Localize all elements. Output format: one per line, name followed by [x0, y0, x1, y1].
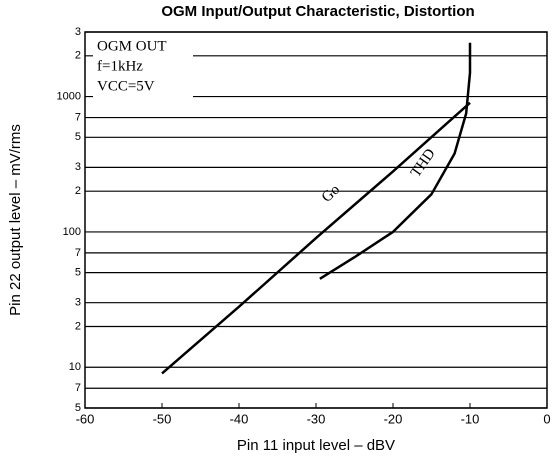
y-tick-label: 5 [75, 131, 81, 143]
x-tick-label: -40 [230, 411, 249, 426]
y-tick-label: 5 [75, 267, 81, 279]
y-axis-label: Pin 22 output level – mV/rms [7, 124, 24, 316]
y-tick-label: 7 [75, 247, 81, 259]
y-tick-label: 1000 [57, 90, 81, 102]
series-label: THD [408, 146, 439, 181]
x-tick-label: -60 [76, 411, 95, 426]
y-tick-label: 2 [75, 320, 81, 332]
annotation: VCC=5V [97, 78, 155, 94]
annotation-box [93, 38, 193, 104]
x-tick-label: -30 [307, 411, 326, 426]
annotation: OGM OUT [97, 38, 167, 54]
y-tick-label: 7 [75, 382, 81, 394]
x-tick-label: 0 [543, 411, 550, 426]
x-tick-label: -50 [153, 411, 172, 426]
x-tick-label: -20 [384, 411, 403, 426]
y-tick-label: 7 [75, 111, 81, 123]
annotation: f=1kHz [97, 58, 143, 74]
chart-title: OGM Input/Output Characteristic, Distort… [161, 3, 474, 20]
line-series [319, 42, 472, 280]
y-tick-label: 100 [63, 226, 81, 238]
y-tick-label: 3 [75, 26, 81, 38]
y-tick-label: 2 [75, 50, 81, 62]
x-axis-label: Pin 11 input level – dBV [237, 437, 395, 454]
y-tick-label: 5 [75, 402, 81, 414]
x-tick-label: -10 [461, 411, 480, 426]
y-tick-label: 3 [75, 297, 81, 309]
series-label: Go [319, 182, 343, 206]
y-tick-label: 10 [69, 361, 81, 373]
line-series [161, 101, 471, 375]
y-tick-label: 2 [75, 185, 81, 197]
y-tick-label: 3 [75, 161, 81, 173]
